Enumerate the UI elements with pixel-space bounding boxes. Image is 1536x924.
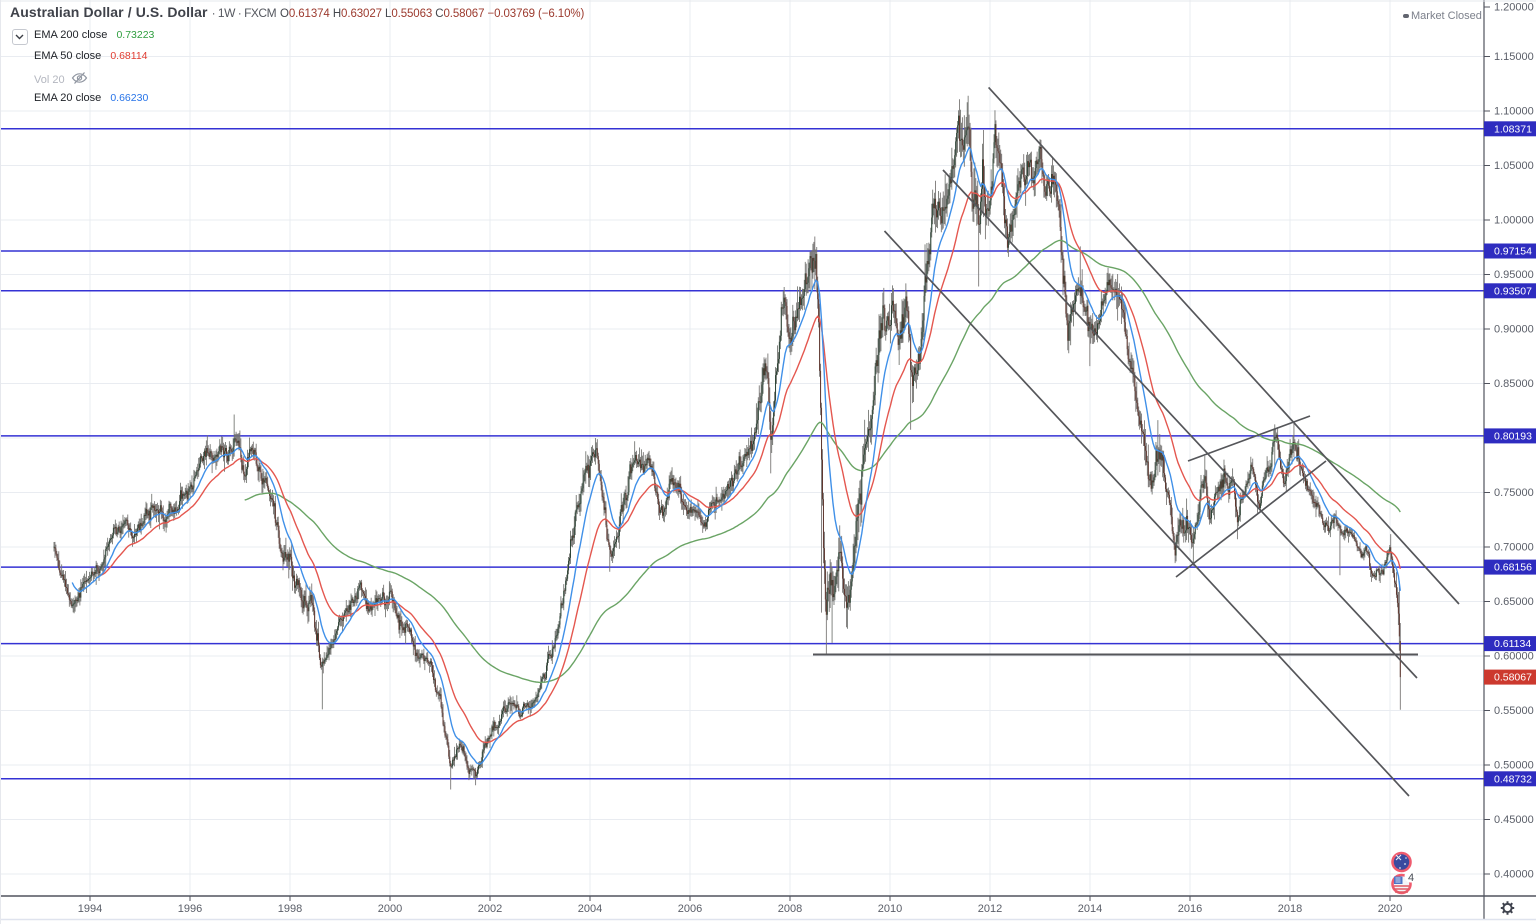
svg-text:1.00000: 1.00000 bbox=[1494, 215, 1534, 227]
svg-text:0.60000: 0.60000 bbox=[1494, 651, 1534, 663]
svg-text:0.65000: 0.65000 bbox=[1494, 596, 1534, 608]
svg-text:0.97154: 0.97154 bbox=[1494, 246, 1532, 258]
svg-text:2010: 2010 bbox=[878, 903, 902, 915]
svg-text:1.15000: 1.15000 bbox=[1494, 51, 1534, 63]
svg-text:0.61134: 0.61134 bbox=[1494, 638, 1531, 650]
svg-text:4: 4 bbox=[1408, 872, 1414, 884]
svg-text:0.48732: 0.48732 bbox=[1494, 773, 1532, 785]
svg-text:2002: 2002 bbox=[478, 903, 502, 915]
svg-text:0.55000: 0.55000 bbox=[1494, 705, 1534, 717]
svg-text:1996: 1996 bbox=[178, 903, 202, 915]
svg-text:0.58067: 0.58067 bbox=[1494, 672, 1532, 684]
svg-text:1.05000: 1.05000 bbox=[1494, 160, 1534, 172]
svg-text:2018: 2018 bbox=[1278, 903, 1302, 915]
svg-text:1.20000: 1.20000 bbox=[1494, 2, 1534, 14]
svg-text:1998: 1998 bbox=[278, 903, 302, 915]
svg-text:2006: 2006 bbox=[678, 903, 702, 915]
svg-text:1.10000: 1.10000 bbox=[1494, 106, 1534, 118]
svg-text:2016: 2016 bbox=[1178, 903, 1202, 915]
svg-text:0.93507: 0.93507 bbox=[1494, 285, 1532, 297]
svg-text:0.95000: 0.95000 bbox=[1494, 269, 1534, 281]
svg-text:2008: 2008 bbox=[778, 903, 802, 915]
svg-text:2004: 2004 bbox=[578, 903, 602, 915]
svg-text:0.90000: 0.90000 bbox=[1494, 324, 1534, 336]
svg-text:0.68156: 0.68156 bbox=[1494, 562, 1532, 574]
svg-text:0.75000: 0.75000 bbox=[1494, 487, 1534, 499]
svg-text:2012: 2012 bbox=[978, 903, 1002, 915]
svg-text:2014: 2014 bbox=[1078, 903, 1102, 915]
svg-text:2000: 2000 bbox=[378, 903, 402, 915]
svg-text:1.08371: 1.08371 bbox=[1494, 123, 1532, 135]
svg-text:0.45000: 0.45000 bbox=[1494, 814, 1534, 826]
svg-text:2020: 2020 bbox=[1378, 903, 1402, 915]
svg-text:0.50000: 0.50000 bbox=[1494, 760, 1534, 772]
svg-text:1994: 1994 bbox=[78, 903, 102, 915]
svg-text:0.70000: 0.70000 bbox=[1494, 542, 1534, 554]
svg-text:0.85000: 0.85000 bbox=[1494, 378, 1534, 390]
svg-text:0.80193: 0.80193 bbox=[1494, 430, 1532, 442]
svg-text:0.40000: 0.40000 bbox=[1494, 869, 1534, 881]
